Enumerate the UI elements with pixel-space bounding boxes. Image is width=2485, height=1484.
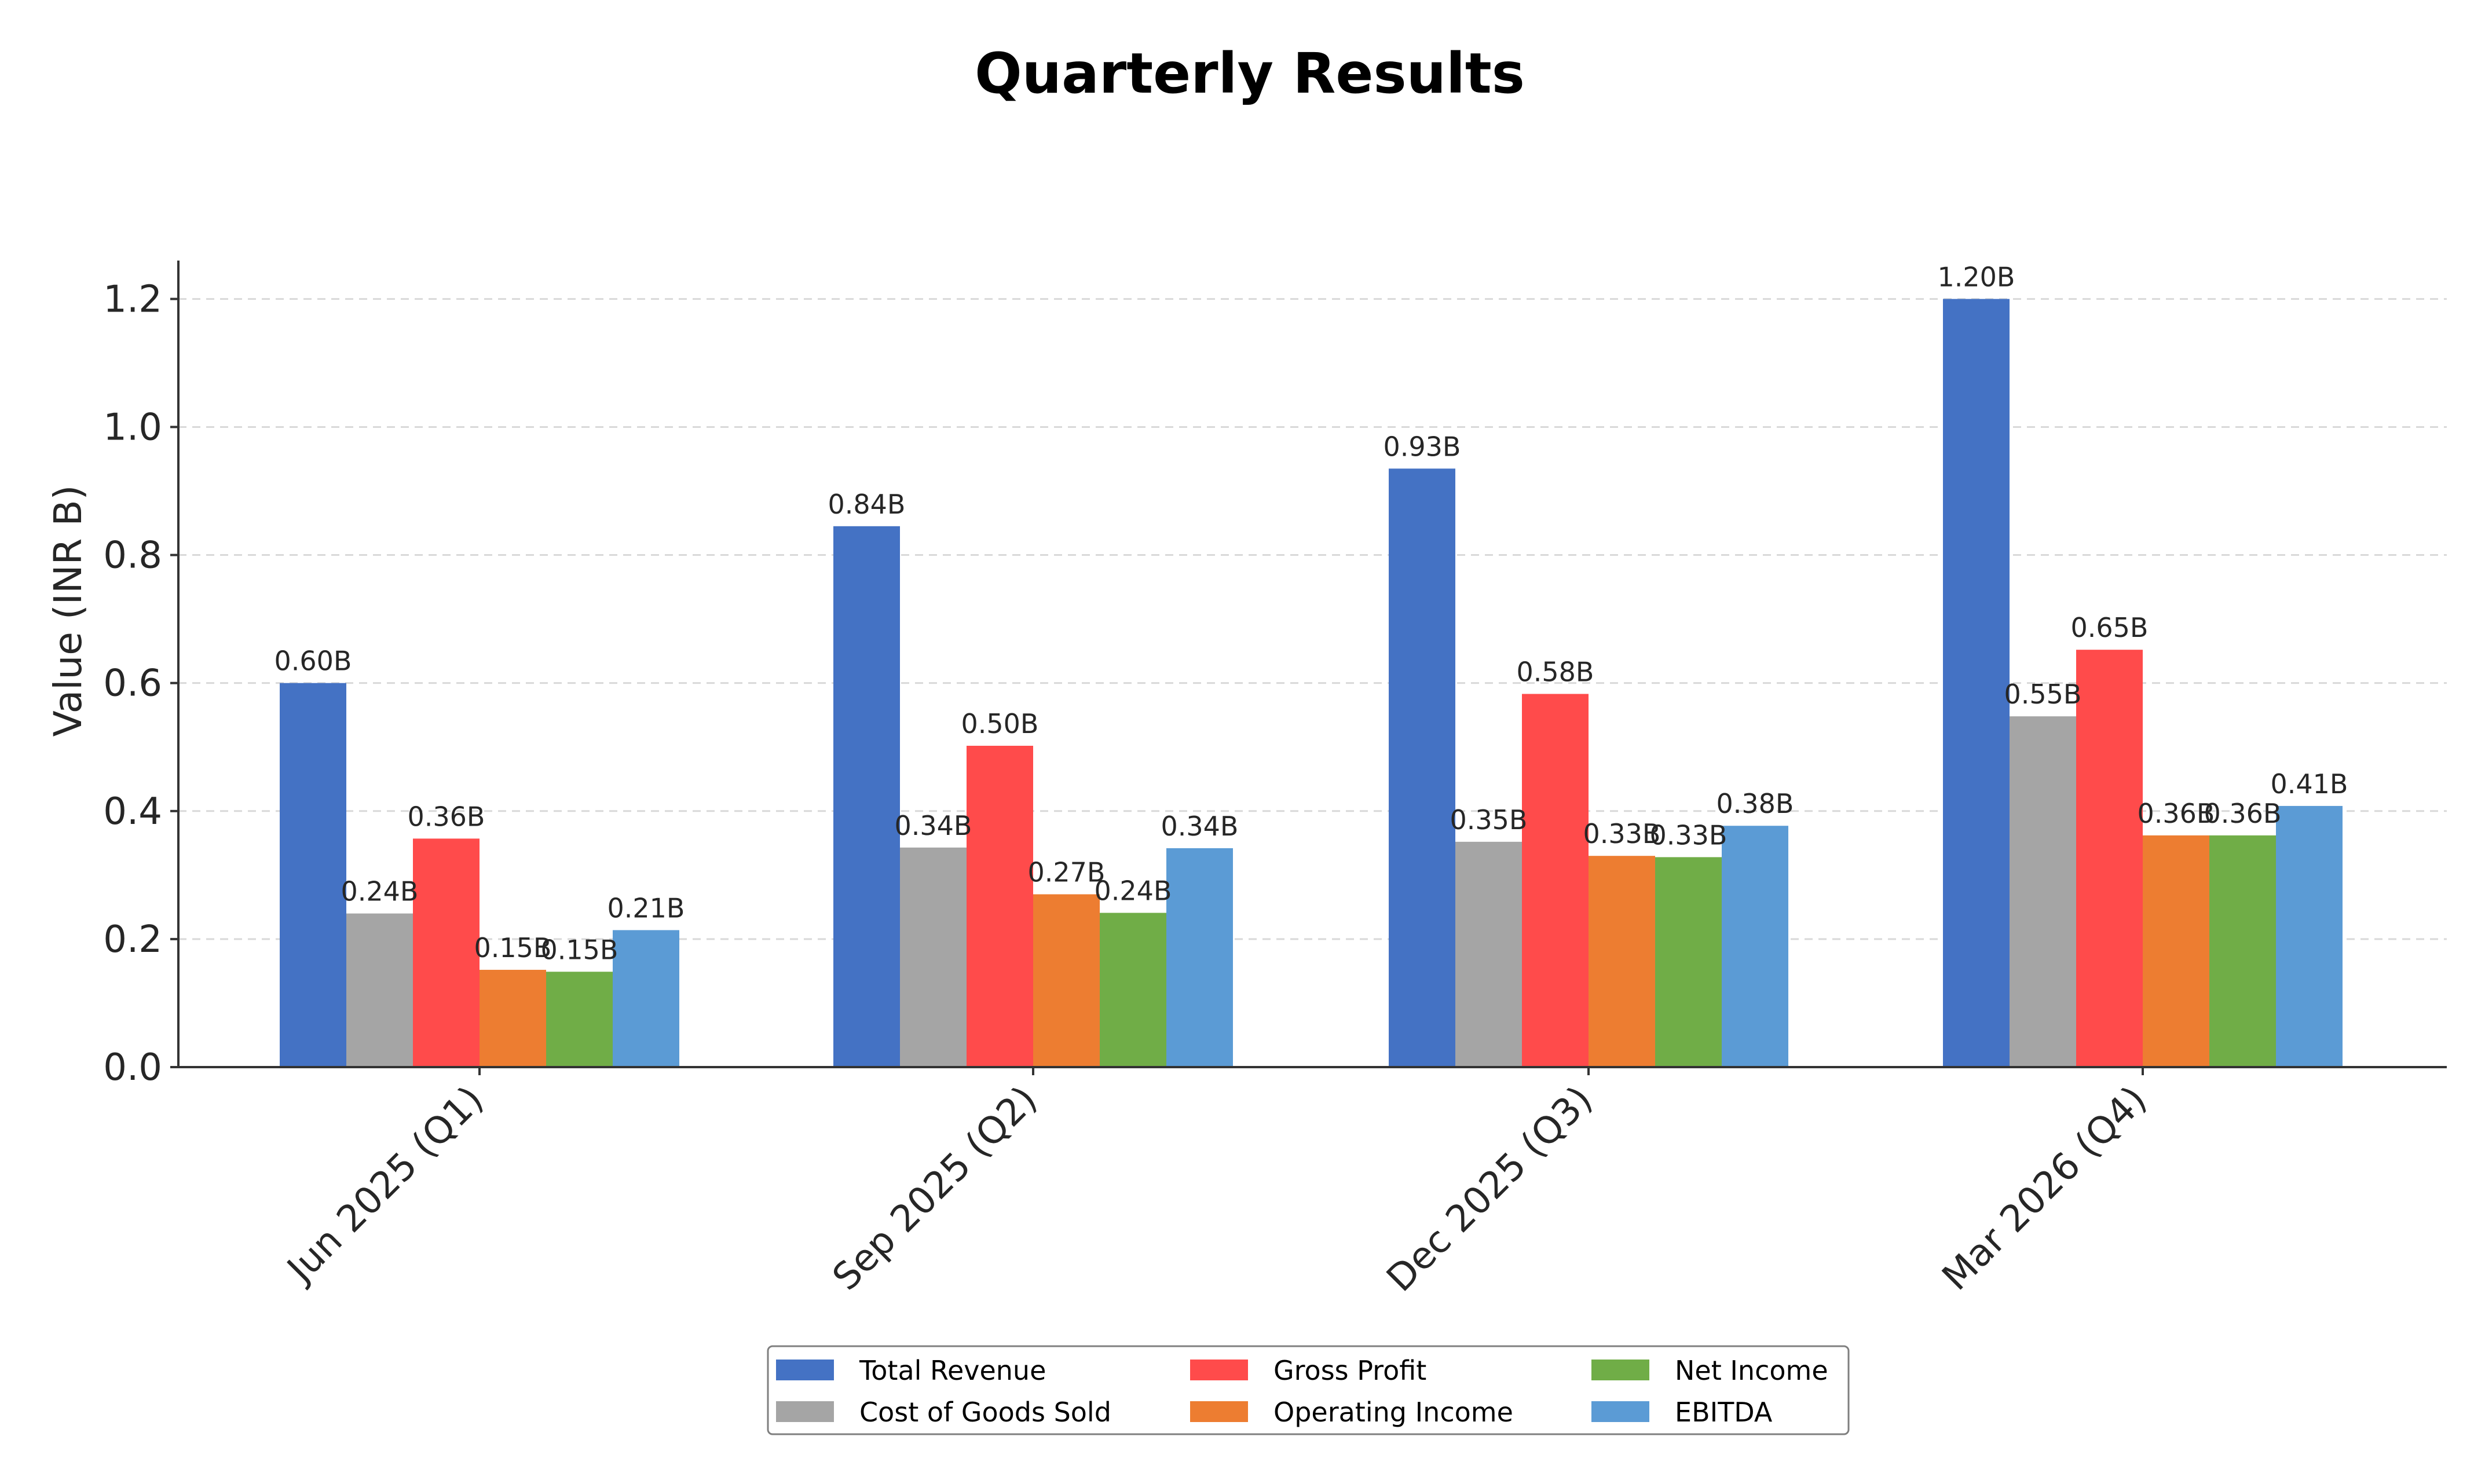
data-label-cost-of-goods-sold-2: 0.34B bbox=[895, 810, 972, 841]
bar-operating-income-3 bbox=[1589, 856, 1655, 1067]
y-tick-label-6: 1.2 bbox=[103, 278, 162, 321]
bar-ebitda-2 bbox=[1166, 848, 1233, 1067]
data-label-net-income-1: 0.15B bbox=[541, 934, 618, 965]
legend-label-total-revenue: Total Revenue bbox=[859, 1355, 1046, 1386]
legend-swatch-cost-of-goods-sold bbox=[776, 1401, 834, 1422]
bar-operating-income-2 bbox=[1033, 894, 1100, 1067]
legend-label-cost-of-goods-sold: Cost of Goods Sold bbox=[859, 1397, 1111, 1428]
bars-group bbox=[280, 299, 2343, 1068]
y-tick-label-2: 0.4 bbox=[103, 790, 162, 833]
bar-total-revenue-4 bbox=[1943, 299, 2010, 1068]
bar-total-revenue-3 bbox=[1389, 468, 1455, 1067]
data-label-ebitda-4: 0.41B bbox=[2271, 768, 2348, 800]
data-label-cost-of-goods-sold-4: 0.55B bbox=[2004, 679, 2082, 710]
bar-net-income-4 bbox=[2209, 835, 2276, 1067]
data-label-operating-income-2: 0.27B bbox=[1028, 857, 1106, 888]
y-ticks-group: 0.0 0.2 0.4 0.6 0.8 1.0 1.2 bbox=[103, 278, 178, 1089]
data-label-operating-income-3: 0.33B bbox=[1583, 818, 1661, 849]
bar-net-income-3 bbox=[1655, 857, 1722, 1067]
data-label-net-income-3: 0.33B bbox=[1650, 819, 1728, 851]
x-ticks-group: Jun 2025 (Q1) Sep 2025 (Q2) Dec 2025 (Q3) M… bbox=[278, 1067, 2155, 1300]
bar-ebitda-4 bbox=[2276, 805, 2343, 1067]
data-label-total-revenue-2: 0.84B bbox=[828, 489, 906, 520]
bar-operating-income-4 bbox=[2143, 835, 2209, 1067]
y-tick-label-5: 1.0 bbox=[103, 406, 162, 449]
bar-ebitda-1 bbox=[613, 930, 679, 1067]
bar-cost-of-goods-sold-2 bbox=[900, 847, 967, 1067]
bar-total-revenue-2 bbox=[833, 526, 900, 1067]
data-label-cost-of-goods-sold-3: 0.35B bbox=[1450, 804, 1528, 836]
legend: Total Revenue Cost of Goods Sold Gross Pro… bbox=[767, 1345, 1850, 1435]
data-label-gross-profit-2: 0.50B bbox=[961, 708, 1039, 739]
bar-operating-income-1 bbox=[480, 969, 546, 1067]
x-tick-label-2: Sep 2025 (Q2) bbox=[825, 1078, 1045, 1299]
x-tick-label-3: Dec 2025 (Q3) bbox=[1379, 1078, 1601, 1300]
y-tick-label-1: 0.2 bbox=[103, 918, 162, 961]
data-label-gross-profit-1: 0.36B bbox=[408, 801, 485, 832]
bar-cost-of-goods-sold-4 bbox=[2010, 716, 2076, 1067]
bar-cost-of-goods-sold-1 bbox=[346, 913, 413, 1067]
bar-gross-profit-4 bbox=[2076, 650, 2143, 1067]
bar-net-income-1 bbox=[546, 972, 613, 1067]
legend-swatch-ebitda bbox=[1591, 1401, 1649, 1422]
legend-swatch-total-revenue bbox=[776, 1360, 834, 1380]
data-label-total-revenue-1: 0.60B bbox=[275, 646, 352, 677]
data-label-ebitda-3: 0.38B bbox=[1717, 788, 1794, 819]
bar-gross-profit-2 bbox=[967, 746, 1033, 1067]
data-label-net-income-4: 0.36B bbox=[2204, 798, 2282, 829]
legend-swatch-gross-profit bbox=[1190, 1360, 1248, 1380]
y-tick-label-3: 0.6 bbox=[103, 662, 162, 705]
legend-swatch-net-income bbox=[1591, 1360, 1649, 1380]
data-label-operating-income-1: 0.15B bbox=[474, 932, 552, 963]
data-label-total-revenue-4: 1.20B bbox=[1938, 261, 2015, 292]
bar-total-revenue-1 bbox=[280, 683, 346, 1067]
data-label-cost-of-goods-sold-1: 0.24B bbox=[341, 876, 419, 907]
bar-gross-profit-1 bbox=[413, 838, 480, 1067]
y-tick-label-0: 0.0 bbox=[103, 1046, 162, 1089]
legend-swatch-operating-income bbox=[1190, 1401, 1248, 1422]
bar-cost-of-goods-sold-3 bbox=[1455, 841, 1522, 1067]
bar-ebitda-3 bbox=[1722, 826, 1788, 1067]
data-label-total-revenue-3: 0.93B bbox=[1384, 431, 1461, 462]
axes-group bbox=[177, 261, 2447, 1068]
data-label-ebitda-2: 0.34B bbox=[1161, 811, 1239, 842]
y-tick-label-4: 0.8 bbox=[103, 534, 162, 577]
legend-label-gross-profit: Gross Profit bbox=[1273, 1355, 1426, 1386]
y-axis-label: Value (INR B) bbox=[46, 485, 90, 737]
chart-title: Quarterly Results bbox=[975, 41, 1525, 106]
x-tick-label-1: Jun 2025 (Q1) bbox=[278, 1078, 492, 1292]
bar-gross-profit-3 bbox=[1522, 694, 1589, 1067]
data-label-ebitda-1: 0.21B bbox=[607, 892, 685, 924]
legend-label-ebitda: EBITDA bbox=[1675, 1397, 1773, 1428]
data-label-gross-profit-3: 0.58B bbox=[1517, 656, 1594, 687]
data-label-net-income-2: 0.24B bbox=[1095, 875, 1172, 907]
data-label-operating-income-4: 0.36B bbox=[2138, 798, 2215, 829]
legend-label-net-income: Net Income bbox=[1675, 1355, 1828, 1386]
legend-label-operating-income: Operating Income bbox=[1273, 1397, 1513, 1428]
bar-net-income-2 bbox=[1100, 913, 1166, 1067]
x-tick-label-4: Mar 2026 (Q4) bbox=[1934, 1078, 2155, 1299]
data-label-gross-profit-4: 0.65B bbox=[2071, 612, 2149, 643]
legend-box bbox=[767, 1345, 1850, 1435]
